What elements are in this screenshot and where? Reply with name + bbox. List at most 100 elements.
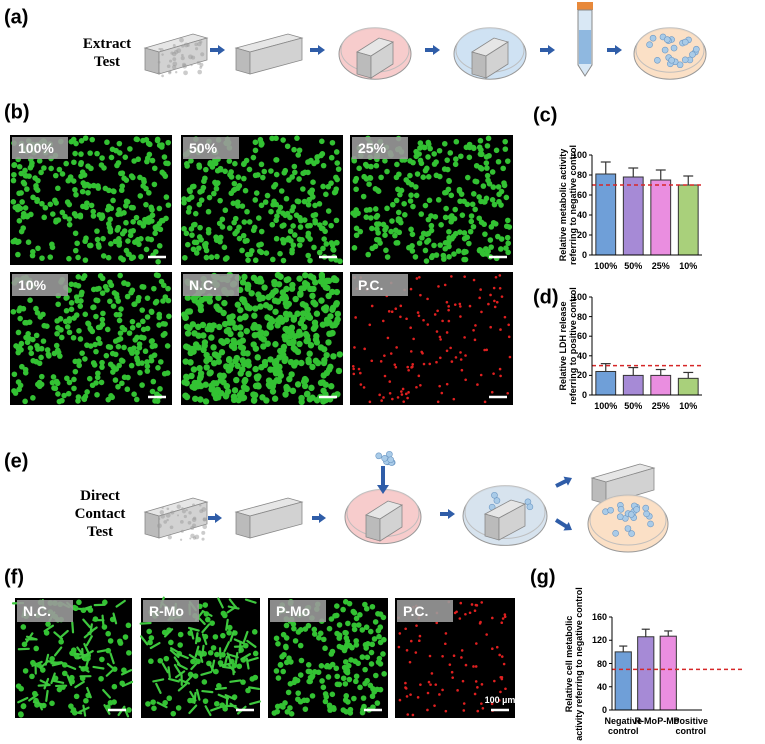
dead-cell — [476, 383, 479, 386]
live-cell — [264, 340, 271, 347]
cell — [647, 520, 654, 528]
live-cell — [291, 362, 298, 369]
live-cell — [112, 238, 119, 245]
live-cell — [136, 294, 142, 301]
live-cell — [279, 223, 286, 229]
dead-cell — [418, 639, 421, 643]
live-cell — [108, 282, 115, 289]
live-cell — [53, 378, 60, 385]
y-tick-label: 160 — [591, 612, 607, 622]
live-cell — [139, 283, 146, 290]
dead-cell — [415, 277, 419, 280]
cell — [689, 51, 696, 58]
live-cell — [89, 382, 96, 389]
live-cell — [55, 325, 61, 331]
live-cell — [123, 177, 130, 183]
live-cell — [416, 240, 423, 246]
live-cell — [320, 359, 328, 367]
dead-cell — [449, 346, 452, 350]
dead-cell — [436, 309, 439, 313]
live-cell — [154, 137, 161, 144]
live-cell — [357, 612, 363, 618]
dead-cell — [498, 653, 501, 657]
texture — [181, 44, 185, 48]
live-cell — [261, 168, 268, 175]
live-cell — [24, 339, 31, 346]
live-cell — [28, 350, 35, 357]
live-cell — [342, 697, 349, 703]
live-cell — [346, 676, 353, 683]
dead-cell — [472, 278, 476, 282]
live-cell — [158, 278, 165, 285]
dead-cell — [438, 384, 441, 388]
dead-cell — [502, 662, 506, 666]
live-cell — [104, 326, 111, 333]
dead-cell — [474, 680, 478, 683]
live-cell — [163, 655, 170, 662]
texture — [183, 70, 188, 76]
live-cell — [117, 640, 124, 646]
live-cell — [369, 603, 376, 610]
live-cell — [198, 197, 205, 203]
dead-cell — [499, 374, 502, 378]
live-cell — [20, 703, 27, 710]
live-cell — [334, 673, 341, 680]
live-cell — [44, 653, 50, 666]
texture — [161, 506, 164, 510]
live-cell — [331, 189, 338, 196]
bar — [650, 179, 672, 256]
live-cell — [125, 622, 132, 629]
live-cell — [143, 246, 150, 253]
dead-cell — [468, 611, 472, 615]
live-cell — [503, 245, 509, 251]
live-cell — [68, 306, 75, 313]
live-cell — [136, 241, 142, 248]
live-cell — [353, 673, 360, 680]
live-cell — [290, 314, 298, 322]
error-bar — [683, 175, 694, 185]
live-cell — [495, 184, 502, 190]
error-bar — [641, 628, 650, 637]
dead-cell — [380, 399, 383, 402]
dead-cell — [459, 315, 462, 318]
live-cell — [241, 273, 248, 281]
live-cell — [359, 627, 366, 633]
dead-cell — [459, 358, 463, 361]
live-cell — [93, 313, 99, 320]
live-cell — [362, 666, 368, 673]
live-cell — [307, 257, 313, 264]
dead-cell — [501, 617, 505, 620]
live-cell — [232, 230, 238, 237]
live-cell — [240, 653, 252, 661]
live-cell — [63, 160, 69, 167]
arrow-head — [218, 45, 225, 55]
live-cell — [329, 139, 336, 146]
cell — [654, 56, 661, 64]
live-cell — [440, 252, 447, 259]
texture — [180, 529, 184, 533]
live-cell — [104, 287, 110, 293]
live-cell — [15, 329, 22, 336]
live-cell — [313, 332, 320, 340]
live-cell — [333, 665, 340, 672]
live-cell — [148, 309, 155, 315]
live-cell — [47, 201, 54, 208]
live-cell — [18, 228, 25, 235]
live-cell — [190, 246, 197, 253]
live-cell — [38, 169, 44, 176]
live-cell — [453, 156, 459, 162]
texture — [190, 533, 195, 539]
y-tick-label: 40 — [576, 210, 587, 220]
image-label-box — [183, 274, 239, 296]
live-cell — [226, 652, 233, 664]
y-axis-label-line: referring to negative control — [568, 144, 578, 266]
live-cell — [464, 174, 471, 181]
live-cell — [251, 321, 258, 329]
live-cell — [181, 379, 188, 386]
live-cell — [133, 136, 140, 142]
live-cell — [220, 309, 227, 317]
live-cell — [101, 624, 108, 630]
dead-cell — [351, 364, 355, 368]
live-cell — [194, 323, 202, 331]
live-cell — [248, 686, 261, 691]
